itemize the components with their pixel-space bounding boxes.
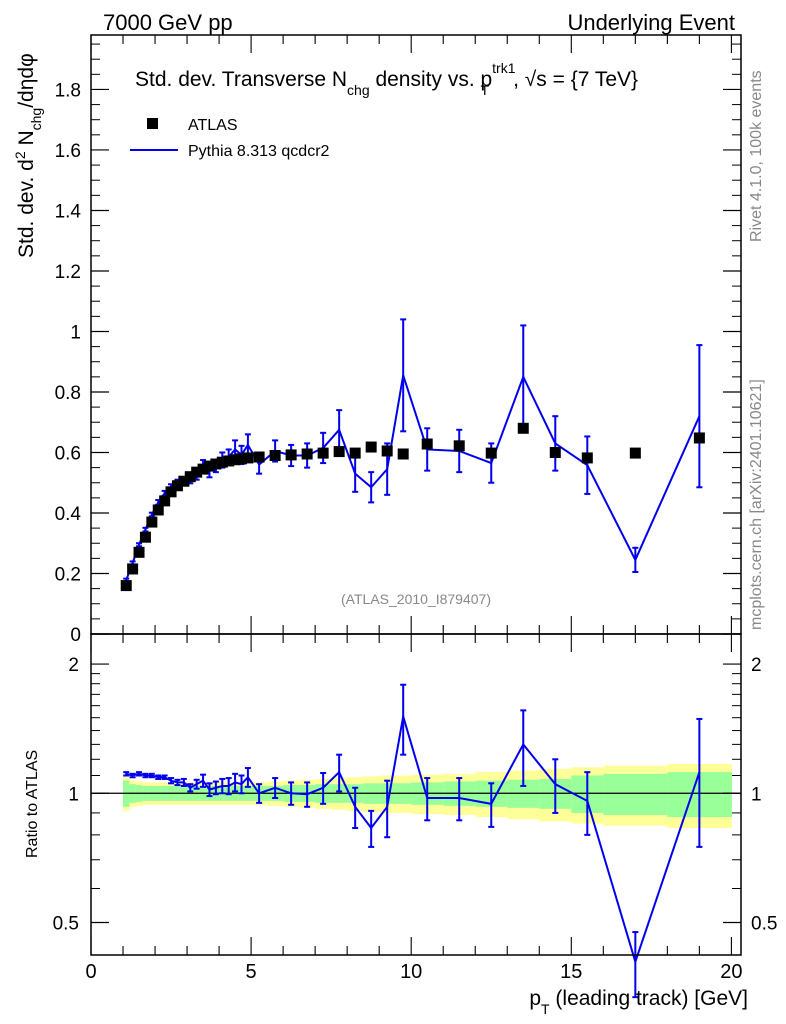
main-y-tick-label: 0.6 xyxy=(55,443,81,464)
legend-atlas-marker xyxy=(147,118,158,129)
main-y-tick-labels: 0 0.2 0.4 0.6 0.8 1 1.2 1.4 1.6 1.8 xyxy=(55,80,82,646)
side-label-rivet: Rivet 4.1.0, 100k events xyxy=(748,70,765,242)
atlas-data-point xyxy=(191,466,203,478)
x-tick-label: 20 xyxy=(720,961,742,983)
atlas-data-point xyxy=(139,531,151,543)
atlas-data-point xyxy=(197,463,209,475)
ratio-y-tick-label-right: 1 xyxy=(751,784,762,805)
atlas-data-point xyxy=(549,446,561,458)
ratio-y-axis-label: Ratio to ATLAS xyxy=(24,750,41,858)
atlas-data-point xyxy=(146,516,158,528)
atlas-data-point xyxy=(159,495,171,507)
atlas-data-point xyxy=(333,446,345,458)
legend-atlas-label: ATLAS xyxy=(188,117,238,134)
atlas-data-point xyxy=(242,452,254,464)
atlas-data-point xyxy=(485,447,497,459)
x-axis-label: pT (leading track) [GeV] xyxy=(529,987,748,1017)
ratio-inner-band xyxy=(603,773,668,816)
ratio-panel: 0.5 0.5 1 1 2 2 Ratio to ATLAS 0 5 10 15 20 pT (l… xyxy=(24,633,778,1017)
main-title: Std. dev. Transverse Nchg density vs. pt… xyxy=(135,60,638,98)
main-panel: 0 0.2 0.4 0.6 0.8 1 1.2 1.4 1.6 1.8 (ATLAS_2010_I… xyxy=(12,34,742,955)
atlas-data-point xyxy=(581,452,593,464)
ratio-y-tick-label-right: 2 xyxy=(751,655,762,676)
atlas-data-point xyxy=(133,546,145,558)
atlas-data-point xyxy=(629,447,641,459)
x-tick-label: 10 xyxy=(400,961,422,983)
ratio-y-tick-labels: 0.5 0.5 1 1 2 2 xyxy=(53,655,778,934)
atlas-data-point xyxy=(397,448,409,460)
main-y-tick-label: 0.4 xyxy=(55,504,82,525)
header-left: 7000 GeV pp xyxy=(103,10,233,35)
main-y-axis-label: Std. dev. d2 Nchg/dηdφ xyxy=(12,53,44,258)
atlas-data-point xyxy=(216,456,228,468)
atlas-data-point xyxy=(127,563,139,575)
atlas-data-point xyxy=(253,451,265,463)
atlas-data-point xyxy=(235,453,247,465)
main-y-tick-label: 0.8 xyxy=(55,383,81,404)
ratio-mc-line xyxy=(125,716,701,966)
mc-series xyxy=(123,318,703,583)
atlas-data-point xyxy=(301,448,313,460)
legend: ATLAS Pythia 8.313 qcdcr2 xyxy=(130,117,330,160)
ratio-mc-series xyxy=(123,683,703,999)
atlas-data-point xyxy=(365,441,377,453)
main-y-tick-label: 1 xyxy=(70,322,81,343)
atlas-data-point xyxy=(421,438,433,450)
main-y-tick-label: 1.2 xyxy=(55,262,81,283)
atlas-data-point xyxy=(269,450,281,462)
atlas-data-point xyxy=(120,580,132,592)
main-y-tick-label: 1.8 xyxy=(55,80,81,101)
atlas-data-point xyxy=(165,486,177,498)
ratio-y-tick-label-right: 0.5 xyxy=(751,913,777,934)
atlas-data-point xyxy=(693,432,705,444)
main-y-tick-label: 0 xyxy=(70,625,81,646)
atlas-data-point xyxy=(229,454,241,466)
x-tick-label: 0 xyxy=(85,961,96,983)
atlas-data-point xyxy=(349,447,361,459)
x-tick-label: 15 xyxy=(560,961,582,983)
ratio-y-tick-label-left: 2 xyxy=(68,655,79,676)
atlas-series xyxy=(120,422,705,592)
legend-mc-label: Pythia 8.313 qcdcr2 xyxy=(188,143,330,160)
x-tick-label: 5 xyxy=(246,961,257,983)
atlas-data-point xyxy=(453,440,465,452)
main-y-tick-label: 1.4 xyxy=(55,201,82,222)
watermark: (ATLAS_2010_I879407) xyxy=(341,591,491,607)
header-right: Underlying Event xyxy=(567,10,735,35)
main-y-tick-label: 1.6 xyxy=(55,141,81,162)
main-y-tick-label: 0.2 xyxy=(55,564,81,585)
ratio-axis-ticks xyxy=(91,663,741,924)
x-tick-labels: 0 5 10 15 20 xyxy=(85,961,742,983)
main-axis-ticks xyxy=(90,35,741,955)
atlas-data-point xyxy=(285,449,297,461)
atlas-data-point xyxy=(171,480,183,492)
atlas-data-point xyxy=(517,422,529,434)
ratio-frame xyxy=(90,633,742,956)
atlas-data-point xyxy=(203,460,215,472)
atlas-data-point xyxy=(152,504,164,516)
atlas-data-point xyxy=(381,445,393,457)
ratio-y-tick-label-left: 1 xyxy=(68,784,79,805)
atlas-data-point xyxy=(223,455,235,467)
atlas-data-point xyxy=(210,458,222,470)
ratio-y-tick-label-left: 0.5 xyxy=(53,913,79,934)
atlas-data-point xyxy=(317,447,329,459)
atlas-data-point xyxy=(178,475,190,487)
atlas-data-point xyxy=(184,471,196,483)
side-label-mcplots: mcplots.cern.ch [arXiv:2401.10621] xyxy=(748,379,765,630)
